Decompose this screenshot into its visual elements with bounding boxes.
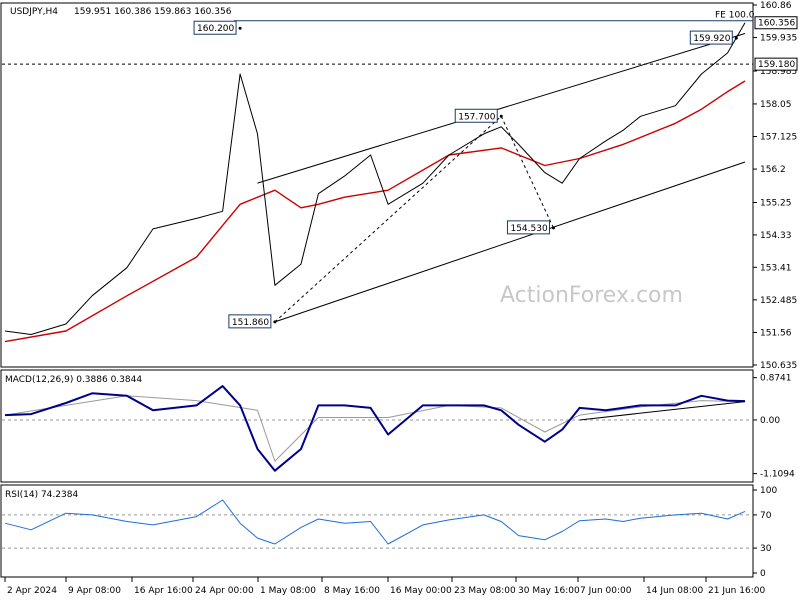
chart-symbol: USDJPY,H4 <box>10 7 58 17</box>
price-annotations: 160.200 151.860 157.700 154.530 159.920 <box>193 20 738 329</box>
x-tick-label: 21 Jun 16:00 <box>708 586 765 596</box>
channel-upper-line <box>257 33 746 184</box>
swing-label: 159.920 <box>693 34 730 44</box>
swing-label: 154.530 <box>510 224 547 234</box>
macd-main-line <box>4 385 746 472</box>
rsi-y-tick-label: 0 <box>760 569 766 579</box>
swing-label-box <box>454 108 498 123</box>
swing-point <box>734 36 738 40</box>
price-y-tick-label: 159.935 <box>760 34 797 44</box>
x-tick-label: 14 Jun 08:00 <box>646 586 703 596</box>
x-tick-label: 2 Apr 2024 <box>7 586 57 596</box>
price-panel-frame <box>0 2 754 368</box>
fe-level-label: FE 100.0 <box>715 11 755 21</box>
macd-y-tick-label: 0.00 <box>760 416 780 426</box>
price-close-line <box>4 22 746 335</box>
swing-point <box>238 26 242 30</box>
swing-label-box <box>506 220 550 235</box>
rsi-lines <box>4 499 746 545</box>
price-series-layer <box>4 22 746 335</box>
x-tick-label: 9 Apr 08:00 <box>68 586 121 596</box>
level-price-box <box>754 57 798 71</box>
price-y-tick-label: 153.41 <box>760 263 792 273</box>
swing-label: 157.700 <box>458 112 495 122</box>
chart-ohlc: 159.951 160.386 159.863 160.356 <box>74 7 232 17</box>
macd-y-axis: 0.8741 0.00 -1.1094 <box>2 374 795 480</box>
rsi-panel-frame <box>0 484 754 578</box>
moving-average-line <box>4 80 746 343</box>
x-tick-label: 7 Jun 00:00 <box>580 586 632 596</box>
macd-signal-line <box>4 395 746 462</box>
swing-label-box <box>689 30 733 45</box>
swing-label-box <box>228 314 272 329</box>
x-tick-label: 16 May 00:00 <box>390 586 452 596</box>
rsi-line <box>4 499 746 545</box>
price-y-tick-label: 150.635 <box>760 361 797 371</box>
price-guides: FE 100.0 159.180 160.356 <box>2 11 798 71</box>
price-y-tick-label: 158.05 <box>760 100 792 110</box>
price-y-tick-label: 157.125 <box>760 133 797 143</box>
x-tick-label: 16 Apr 16:00 <box>134 586 193 596</box>
swing-label: 160.200 <box>197 24 234 34</box>
swing-connector <box>274 115 502 323</box>
x-tick-label: 30 May 16:00 <box>518 586 580 596</box>
swing-point <box>499 114 503 118</box>
rsi-panel: RSI(14) 74.2384 100 70 30 0 <box>0 484 777 579</box>
rsi-y-tick-label: 70 <box>760 511 772 521</box>
swing-connector <box>500 116 554 229</box>
price-y-tick-label: 156.2 <box>760 165 786 175</box>
macd-panel: MACD(12,26,9) 0.3886 0.3844 0.8741 0.00 -1… <box>0 369 795 483</box>
price-y-tick-label: 155.25 <box>760 199 792 209</box>
price-y-tick-label: 151.56 <box>760 328 792 338</box>
macd-y-tick-label: 0.8741 <box>760 374 792 384</box>
swing-label: 151.860 <box>232 318 269 328</box>
x-tick-label: 24 Apr 00:00 <box>195 586 254 596</box>
watermark-text: ActionForex.com <box>500 283 683 308</box>
macd-trendline <box>579 401 746 421</box>
swing-label-box <box>193 20 237 35</box>
moving-average-layer <box>4 80 746 343</box>
level-price-label: 159.180 <box>758 60 795 70</box>
rsi-y-tick-label: 30 <box>760 544 772 554</box>
price-panel: USDJPY,H4 159.951 160.386 159.863 160.35… <box>0 1 798 371</box>
x-axis: 2 Apr 2024 9 Apr 08:00 16 Apr 16:00 24 Apr … <box>4 577 765 596</box>
price-y-tick-label: 152.485 <box>760 296 797 306</box>
price-y-tick-label: 158.985 <box>760 67 797 77</box>
price-y-axis: 160.86 159.935 158.985 158.05 157.125 156.2 15… <box>753 1 797 371</box>
macd-title: MACD(12,26,9) 0.3886 0.3844 <box>5 375 142 385</box>
price-y-tick-label: 154.33 <box>760 231 792 241</box>
current-price-label: 160.356 <box>758 19 795 29</box>
channel-lower-line <box>274 161 746 323</box>
price-y-tick-label: 160.86 <box>760 1 792 11</box>
macd-y-tick-label: -1.1094 <box>760 470 795 480</box>
x-tick-label: 23 May 08:00 <box>454 586 516 596</box>
rsi-title: RSI(14) 74.2384 <box>5 490 78 500</box>
rsi-y-axis: 100 70 30 0 <box>2 486 777 579</box>
macd-lines <box>4 385 746 472</box>
current-price-box <box>754 16 798 30</box>
x-tick-label: 1 May 08:00 <box>260 586 316 596</box>
swing-point <box>551 226 555 230</box>
swing-point <box>273 320 277 324</box>
rsi-y-tick-label: 100 <box>760 486 777 496</box>
macd-panel-frame <box>0 369 754 483</box>
price-channel <box>257 33 746 323</box>
x-tick-label: 8 May 16:00 <box>324 586 380 596</box>
